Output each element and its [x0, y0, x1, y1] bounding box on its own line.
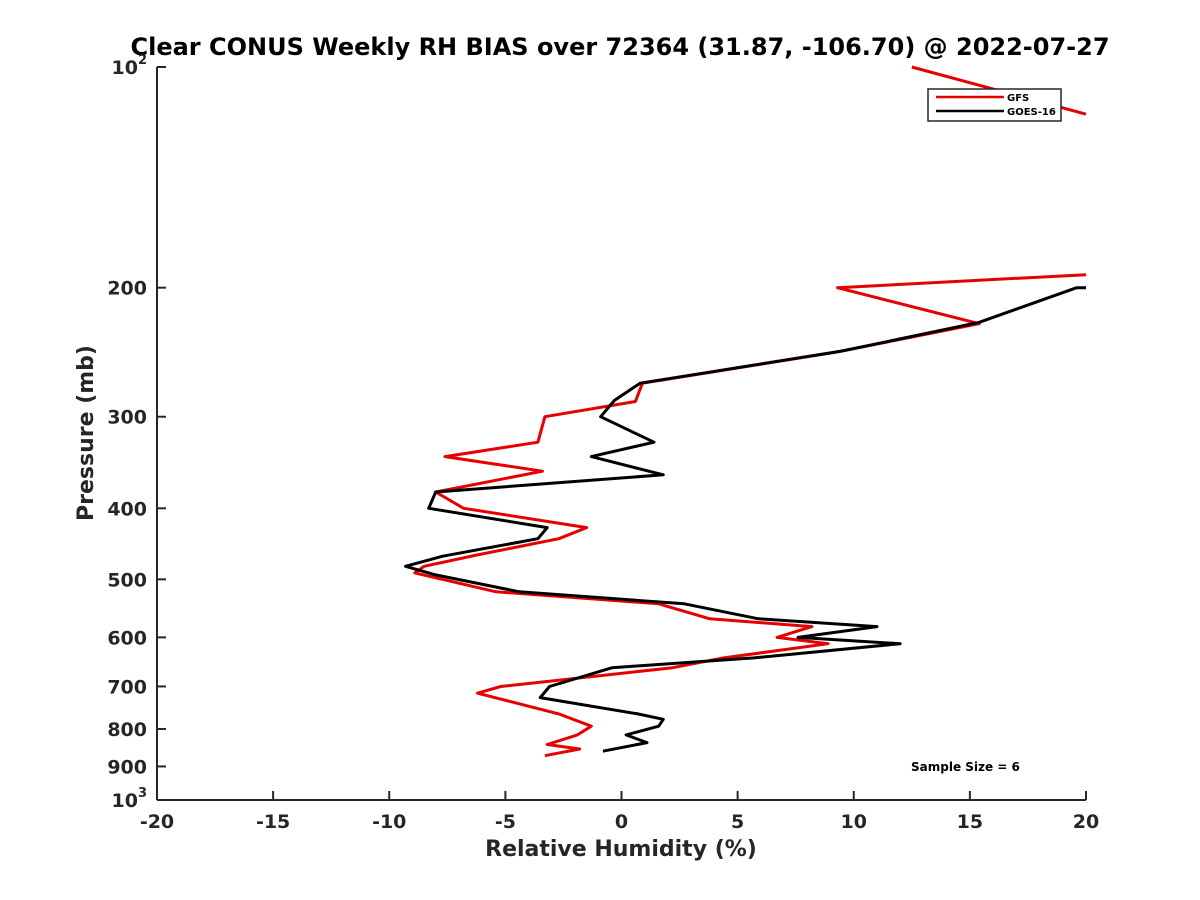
legend: GFS GOES-16 [927, 88, 1062, 122]
sample-size-annotation: Sample Size = 6 [911, 760, 1020, 774]
x-tick-label: 10 [841, 811, 867, 833]
y-tick-label: 102 [112, 53, 148, 79]
plot-area [157, 67, 1086, 800]
y-tick-label: 700 [107, 676, 147, 698]
y-tick-label: 200 [107, 278, 147, 300]
series-goes-16 [404, 286, 1086, 753]
series-line [413, 273, 1087, 758]
y-tick-label: 300 [107, 407, 147, 429]
legend-box [927, 88, 1062, 122]
y-tick-label: 600 [107, 627, 147, 649]
x-tick-label: 15 [957, 811, 983, 833]
y-axis-label: Pressure (mb) [74, 345, 99, 521]
legend-label-gfs: GFS [1007, 93, 1029, 104]
x-tick-label: -15 [256, 811, 290, 833]
legend-label-goes16: GOES-16 [1007, 107, 1056, 118]
y-tick-label: 800 [107, 719, 147, 741]
x-tick-label: 5 [731, 811, 744, 833]
x-tick-label: -20 [140, 811, 174, 833]
x-axis-label: Relative Humidity (%) [485, 837, 757, 862]
x-tick-label: -10 [372, 811, 406, 833]
x-tick-label: 0 [615, 811, 628, 833]
x-tick-label: -5 [495, 811, 516, 833]
x-axis: -20 -15 -10 -5 0 5 10 15 20 [140, 791, 1099, 833]
y-axis: 102 200 300 400 500 600 700 800 900 103 [107, 53, 166, 812]
x-tick-label: 20 [1073, 811, 1099, 833]
series-line [404, 286, 1086, 753]
chart-title: Clear CONUS Weekly RH BIAS over 72364 (3… [130, 33, 1109, 61]
y-tick-label: 400 [107, 498, 147, 520]
y-tick-label: 500 [107, 569, 147, 591]
y-tick-label: 103 [112, 786, 148, 812]
y-tick-label: 900 [107, 756, 147, 778]
